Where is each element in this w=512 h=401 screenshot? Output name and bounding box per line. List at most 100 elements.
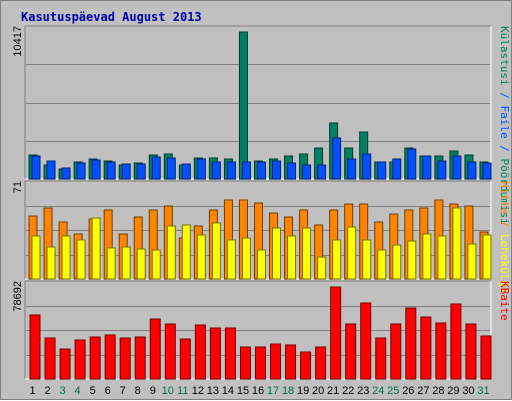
bar-kbaite-day-24 (375, 337, 387, 380)
x-tick-label: 11 (177, 385, 188, 397)
bar-kbaite-day-21 (330, 286, 342, 380)
x-tick-label: 28 (432, 385, 444, 397)
bar-faile-day-23 (362, 153, 372, 180)
panel-top: 10417 Külastusi / Faile / Pöördumisi (12, 25, 511, 225)
bar-lehekülgi-day-29 (452, 207, 462, 280)
bar-faile-day-12 (196, 158, 206, 180)
bar-kbaite-day-14 (224, 327, 236, 380)
legend-part: Lehekülgi (498, 234, 511, 294)
legend-part: Hitte (498, 181, 511, 214)
bar-lehekülgi-day-28 (437, 235, 447, 280)
bar-kbaite-day-16 (254, 346, 266, 380)
x-tick-label: 14 (222, 385, 234, 397)
bar-faile-day-26 (407, 148, 417, 180)
legend-part: KBaite (498, 281, 511, 321)
x-tick-label: 3 (60, 385, 66, 397)
bar-kbaite-day-29 (450, 303, 462, 380)
bar-faile-day-30 (467, 161, 477, 180)
bar-lehekülgi-day-31 (482, 234, 492, 280)
bar-lehekülgi-day-21 (332, 239, 342, 280)
bar-kbaite-day-30 (465, 323, 477, 380)
bar-lehekülgi-day-7 (121, 246, 131, 280)
legend-part: Pöördumisi (498, 158, 511, 224)
bar-kbaite-day-6 (104, 334, 116, 380)
y-max-label-bottom: 78692 (12, 281, 24, 312)
series-legend-middle: Hitte / Lehekülgi (498, 181, 511, 294)
bar-faile-day-6 (106, 161, 116, 180)
bar-faile-day-17 (272, 160, 282, 180)
x-tick-label: 6 (105, 385, 111, 397)
bar-kbaite-day-28 (435, 322, 447, 380)
bar-lehekülgi-day-24 (377, 249, 387, 280)
bar-kbaite-day-11 (179, 338, 191, 380)
legend-part: / (498, 214, 511, 234)
bar-lehekülgi-day-14 (226, 239, 236, 280)
bar-kbaite-day-7 (119, 337, 131, 380)
y-max-label-top: 10417 (12, 26, 24, 57)
x-tick-label: 21 (327, 385, 339, 397)
y-max-label-middle: 71 (12, 181, 24, 193)
x-tick-label: 31 (477, 385, 489, 397)
bar-kbaite-day-3 (59, 348, 71, 380)
x-tick-label: 10 (162, 385, 174, 397)
panel-bottom: 78692 KBaite (12, 280, 511, 380)
bar-faile-day-1 (31, 155, 41, 180)
bar-lehekülgi-day-22 (347, 226, 357, 280)
bar-lehekülgi-day-13 (211, 222, 221, 280)
bar-külastusi-day-15 (238, 31, 248, 180)
x-tick-label: 17 (267, 385, 279, 397)
bar-lehekülgi-day-2 (46, 246, 56, 280)
bar-faile-day-21 (332, 137, 342, 180)
bar-kbaite-day-12 (194, 324, 206, 380)
legend-part: Külastusi (498, 26, 511, 86)
x-tick-label: 16 (252, 385, 264, 397)
bar-lehekülgi-day-8 (136, 248, 146, 280)
bar-kbaite-day-18 (285, 344, 297, 380)
bar-lehekülgi-day-5 (91, 217, 101, 280)
bar-faile-day-8 (136, 163, 146, 180)
bar-faile-day-15 (241, 161, 251, 180)
x-tick-label: 4 (75, 385, 81, 397)
bar-faile-day-24 (377, 161, 387, 180)
bar-kbaite-day-10 (164, 323, 176, 380)
x-tick-label: 29 (447, 385, 459, 397)
chart-panels: 10417 Külastusi / Faile / Pöördumisi 71 Hit… (12, 25, 511, 380)
bar-kbaite-day-15 (239, 346, 251, 380)
x-tick-label: 15 (237, 385, 249, 397)
bar-lehekülgi-day-27 (422, 233, 432, 280)
bar-lehekülgi-day-4 (76, 239, 86, 280)
bar-kbaite-day-25 (390, 323, 402, 380)
bar-kbaite-day-4 (74, 339, 86, 380)
x-tick-label: 7 (120, 385, 126, 397)
x-tick-label: 2 (44, 385, 50, 397)
x-tick-label: 27 (417, 385, 429, 397)
bar-kbaite-day-17 (270, 343, 282, 380)
bar-faile-day-7 (121, 163, 131, 180)
bar-kbaite-day-2 (44, 337, 56, 380)
x-tick-label: 19 (297, 385, 309, 397)
series-legend-bottom: KBaite (498, 281, 511, 321)
x-tick-label: 26 (402, 385, 414, 397)
bar-faile-day-22 (347, 158, 357, 180)
series-legend-top: Külastusi / Faile / Pöördumisi (498, 26, 511, 225)
bar-lehekülgi-day-20 (317, 256, 327, 280)
bar-kbaite-day-13 (209, 327, 221, 380)
bar-kbaite-day-8 (134, 336, 146, 380)
bar-lehekülgi-day-6 (106, 247, 116, 280)
bar-lehekülgi-day-12 (196, 234, 206, 280)
x-tick-label: 22 (342, 385, 354, 397)
x-tick-label: 23 (357, 385, 369, 397)
x-tick-label: 1 (29, 385, 35, 397)
bar-lehekülgi-day-23 (362, 239, 372, 280)
bar-faile-day-28 (437, 160, 447, 180)
x-tick-label: 20 (312, 385, 324, 397)
x-tick-label: 12 (192, 385, 204, 397)
bar-faile-day-11 (181, 163, 191, 180)
chart-title: Kasutuspäevad August 2013 (21, 10, 202, 24)
x-axis-labels: 1 2 3 4 5 6 7 8 9 10 11 12 13 14 15 16 17 18 19 20 21 22 23 24 2… (29, 385, 489, 397)
bar-lehekülgi-day-18 (287, 235, 297, 280)
bar-faile-day-3 (61, 167, 71, 180)
legend-part: Faile (498, 105, 511, 138)
